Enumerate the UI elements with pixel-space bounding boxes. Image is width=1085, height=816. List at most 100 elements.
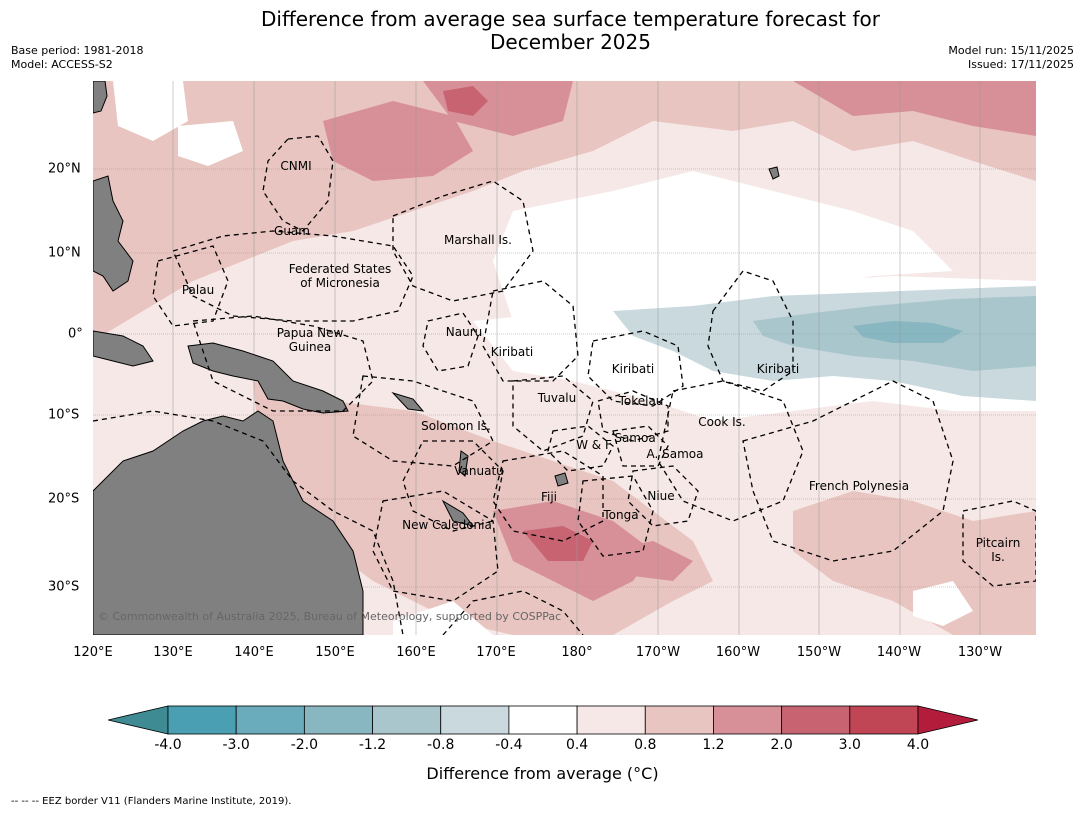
lat-label-0: 0° xyxy=(68,326,83,342)
colorbar-tick-label: 1.2 xyxy=(702,737,725,753)
region-label-fsm-1: Federated States xyxy=(288,262,392,276)
land-australia xyxy=(93,410,364,635)
region-label-pitcairn-2: Is. xyxy=(991,550,1005,564)
colorbar-extend-high xyxy=(917,705,979,735)
lon-label-160w: 160°W xyxy=(715,645,761,660)
colorbar-segment xyxy=(167,705,237,735)
anomaly-patch-north-4 xyxy=(443,86,488,116)
region-label-guam: Guam xyxy=(274,224,310,238)
region-label-png-2: Guinea xyxy=(288,340,332,354)
colorbar-segment xyxy=(713,705,783,735)
colorbar-segment xyxy=(781,705,851,735)
land-philippines xyxy=(93,175,134,292)
colorbar-tick-label: 2.0 xyxy=(770,737,793,753)
meta-right: Model run: 15/11/2025 Issued: 17/11/2025 xyxy=(948,44,1074,72)
region-label-solomon: Solomon Is. xyxy=(421,419,491,433)
region-label-tokelau: Tokelau xyxy=(618,394,664,408)
colorbar-tick-label: -2.0 xyxy=(290,737,319,753)
eez-vanuatu xyxy=(402,440,504,532)
anomaly-band-se xyxy=(793,491,1036,635)
eez-cook xyxy=(657,380,804,522)
map-panel xyxy=(93,81,1036,635)
region-label-tuvalu: Tuvalu xyxy=(537,391,577,405)
colorbar-tick-label: 4.0 xyxy=(906,737,930,753)
eez-nz-north xyxy=(442,590,584,635)
region-label-kiribati-w: Kiribati xyxy=(490,345,534,359)
region-label-fsm-2: of Micronesia xyxy=(300,276,380,290)
eez-cnmi xyxy=(262,135,334,232)
model-run: Model run: 15/11/2025 xyxy=(948,44,1074,57)
eez-tuvalu xyxy=(512,375,594,452)
eez-tokelau xyxy=(597,390,669,442)
colorbar-tick-label: -4.0 xyxy=(154,737,182,753)
eez-kiribati-e xyxy=(707,270,794,392)
region-label-kiribati-c: Kiribati xyxy=(611,362,655,376)
colorbar-segment xyxy=(303,705,373,735)
meta-left: Base period: 1981-2018 Model: ACCESS-S2 xyxy=(11,44,143,72)
lat-label-10n: 10°N xyxy=(48,245,81,261)
eez-fsm xyxy=(172,230,414,322)
colorbar-segment xyxy=(235,705,305,735)
region-label-samoa: Samoa xyxy=(614,431,656,445)
land-solomon xyxy=(391,391,425,412)
lon-label-180: 180° xyxy=(561,645,593,660)
colorbar-tick-label: -0.4 xyxy=(495,737,523,753)
colorbar-tick-label: 0.8 xyxy=(634,737,657,753)
eez-palau xyxy=(152,245,229,327)
region-label-kiribati-e: Kiribati xyxy=(756,362,800,376)
lon-label-140e: 140°E xyxy=(234,645,274,660)
title-line-2: December 2025 xyxy=(490,30,651,54)
colorbar xyxy=(107,705,979,735)
colorbar-segment xyxy=(440,705,510,735)
lon-label-160e: 160°E xyxy=(396,645,436,660)
region-label-marshall: Marshall Is. xyxy=(444,233,512,247)
model-name: Model: ACCESS-S2 xyxy=(11,58,113,71)
anomaly-neutral-south2 xyxy=(913,581,973,626)
base-period: Base period: 1981-2018 xyxy=(11,44,144,57)
land-new-guinea xyxy=(187,342,349,414)
eez-marshall xyxy=(392,180,534,302)
colorbar-graphic xyxy=(107,705,979,735)
region-label-tonga: Tonga xyxy=(603,508,639,522)
map-title: Difference from average sea surface temp… xyxy=(0,8,1085,54)
colorbar-tick-label: 0.4 xyxy=(565,737,589,753)
issued-date: Issued: 17/11/2025 xyxy=(967,58,1074,71)
eez-aus-east xyxy=(93,410,404,635)
eez-pitcairn xyxy=(962,500,1036,587)
eez-niue xyxy=(627,465,699,527)
eez-kiribati-c xyxy=(587,330,684,407)
lon-label-170w: 170°W xyxy=(635,645,681,660)
land-hawaii xyxy=(768,166,780,180)
lat-label-20n: 20°N xyxy=(48,161,81,177)
region-label-french-polynesia: French Polynesia xyxy=(808,479,910,493)
land-indonesia xyxy=(93,330,154,367)
lon-label-120e: 120°E xyxy=(73,645,113,660)
eez-wallis-futuna xyxy=(547,425,614,472)
land-north-corner xyxy=(93,81,108,114)
region-label-cnmi: CNMI xyxy=(280,159,312,173)
anomaly-neutral-south xyxy=(393,601,493,635)
copyright-notice: © Commonwealth of Australia 2025, Bureau… xyxy=(98,610,562,623)
colorbar-tick-label: -3.0 xyxy=(222,737,250,753)
anomaly-neutral-north xyxy=(493,171,953,341)
colorbar-tick-label: -0.8 xyxy=(427,737,455,753)
lon-label-150w: 150°W xyxy=(796,645,842,660)
lat-label-30s: 30°S xyxy=(48,579,80,595)
land-vanuatu xyxy=(458,450,469,477)
eez-footnote: -- -- -- EEZ border V11 (Flanders Marine… xyxy=(11,796,292,807)
anomaly-cool-tongue-core xyxy=(853,321,963,343)
region-label-png-1: Papua New xyxy=(276,326,344,340)
anomaly-neutral-nw xyxy=(113,81,188,141)
colorbar-segment xyxy=(576,705,646,735)
eez-samoa xyxy=(612,425,669,467)
land xyxy=(93,81,780,635)
eez-borders xyxy=(93,135,1036,635)
colorbar-segment xyxy=(644,705,714,735)
eez-nauru xyxy=(422,312,479,372)
region-label-niue: Niue xyxy=(647,489,675,503)
region-label-nauru: Nauru xyxy=(445,325,483,339)
region-label-cook: Cook Is. xyxy=(698,415,746,429)
colorbar-segment xyxy=(372,705,442,735)
colorbar-tick-label: 3.0 xyxy=(838,737,861,753)
eez-png xyxy=(192,315,374,412)
